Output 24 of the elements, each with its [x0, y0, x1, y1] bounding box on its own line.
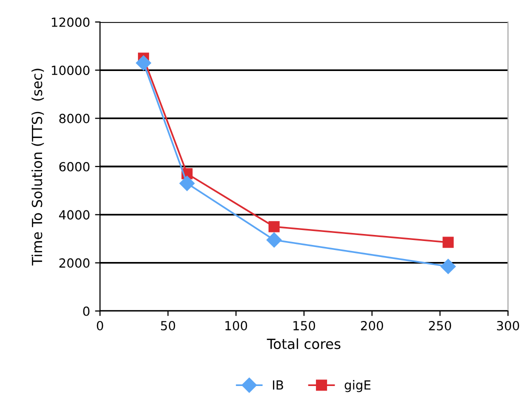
point: [442, 236, 454, 248]
y-tick-label: 10000: [52, 66, 90, 76]
y-tick-label: 12000: [52, 17, 90, 27]
y-tick-label: 6000: [59, 162, 90, 172]
x-tick-label: 150: [293, 320, 316, 330]
point: [136, 55, 152, 71]
point: [268, 221, 280, 232]
point: [266, 232, 282, 248]
x-tick-label: 300: [497, 320, 520, 330]
y-axis-title: Time To Solution (TTS) (sec): [32, 68, 44, 266]
x-tick-label: 0: [96, 320, 104, 330]
x-tick-label: 50: [161, 320, 176, 330]
y-tick-label: 0: [83, 306, 90, 316]
x-tick-label: 250: [428, 320, 452, 330]
point: [179, 176, 195, 191]
y-tick-label: 8000: [59, 114, 90, 124]
y-tick-label: 2000: [59, 258, 90, 268]
x-axis-title: Total cores: [266, 338, 340, 350]
y-tick-label: 4000: [59, 210, 90, 220]
legend-label: gigE: [344, 380, 370, 392]
x-tick-label: 200: [360, 320, 384, 330]
legend-label: IB: [272, 380, 284, 390]
x-tick-label: 100: [225, 320, 248, 330]
point: [440, 258, 456, 274]
